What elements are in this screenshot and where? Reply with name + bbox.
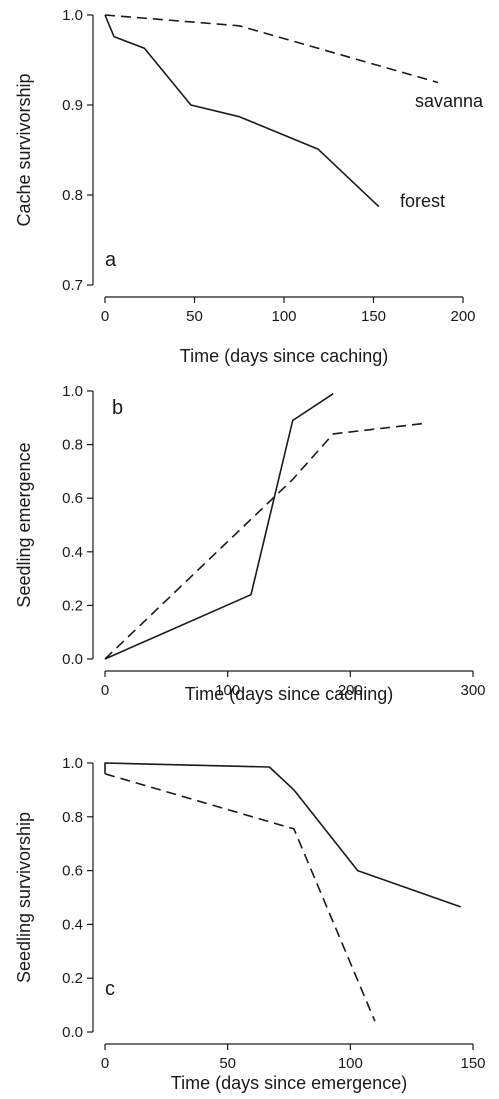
y-tick-label: 0.8 <box>62 809 83 826</box>
y-tick-label: 0.8 <box>62 437 83 454</box>
chart-panel-b: 0.0 0.2 0.4 0.6 0.8 1.0 0 100 200 300 Time (days s… <box>14 383 486 704</box>
x-axis-title: Time (days since caching) <box>180 346 388 366</box>
x-tick-label: 0 <box>101 308 109 325</box>
series-line-savanna <box>104 14 439 84</box>
x-tick-label: 50 <box>186 308 203 325</box>
y-tick-label: 0.6 <box>62 863 83 880</box>
x-tick-label: 150 <box>361 308 386 325</box>
y-tick-label: 0.0 <box>62 1024 83 1041</box>
x-tick-label: 150 <box>460 1055 485 1072</box>
x-tick-label: 100 <box>271 308 296 325</box>
series-line-solid-0 <box>104 393 334 660</box>
y-tick-label: 1.0 <box>62 755 83 772</box>
x-tick-label: 50 <box>219 1055 236 1072</box>
x-tick-label: 0 <box>101 1055 109 1072</box>
chart-panel-c: 0.0 0.2 0.4 0.6 0.8 1.0 0 50 100 150 Time (days si… <box>14 755 486 1093</box>
y-tick-label: 0.4 <box>62 544 83 561</box>
panel-label: b <box>112 397 123 419</box>
y-tick-label: 1.0 <box>62 383 83 400</box>
y-tick-label: 0.2 <box>62 970 83 987</box>
x-axis-title: Time (days since emergence) <box>171 1073 407 1093</box>
series-line-forest <box>104 14 380 208</box>
panel-label: c <box>105 978 115 1000</box>
y-tick-label: 0.9 <box>62 97 83 114</box>
x-tick-label: 0 <box>101 682 109 699</box>
x-tick-label: 200 <box>450 308 475 325</box>
chart-panel-a: 0.7 0.8 0.9 1.0 0 50 100 150 200 Time (days since… <box>14 7 484 366</box>
x-tick-label: 300 <box>460 682 485 699</box>
forest-annotation: forest <box>400 191 445 211</box>
x-tick-label: 100 <box>215 682 240 699</box>
y-tick-label: 0.0 <box>62 651 83 668</box>
series-line-dashed-1 <box>104 422 427 660</box>
y-tick-label: 0.2 <box>62 597 83 614</box>
y-tick-label: 0.4 <box>62 916 83 933</box>
y-tick-label: 0.7 <box>62 277 83 294</box>
series-line-dashed-1 <box>104 773 376 1022</box>
y-tick-label: 0.8 <box>62 187 83 204</box>
x-tick-label: 200 <box>338 682 363 699</box>
y-tick-label: 0.6 <box>62 490 83 507</box>
series-line-solid-0 <box>104 762 461 908</box>
x-axis-title: Time (days since caching) <box>185 684 393 704</box>
y-axis-title: Seedling emergence <box>14 442 34 607</box>
savanna-annotation: savanna <box>415 91 484 111</box>
y-axis-title: Seedling survivorship <box>14 812 34 983</box>
x-tick-label: 100 <box>338 1055 363 1072</box>
panel-label: a <box>105 249 117 271</box>
y-tick-label: 1.0 <box>62 7 83 24</box>
y-axis-title: Cache survivorship <box>14 73 34 226</box>
